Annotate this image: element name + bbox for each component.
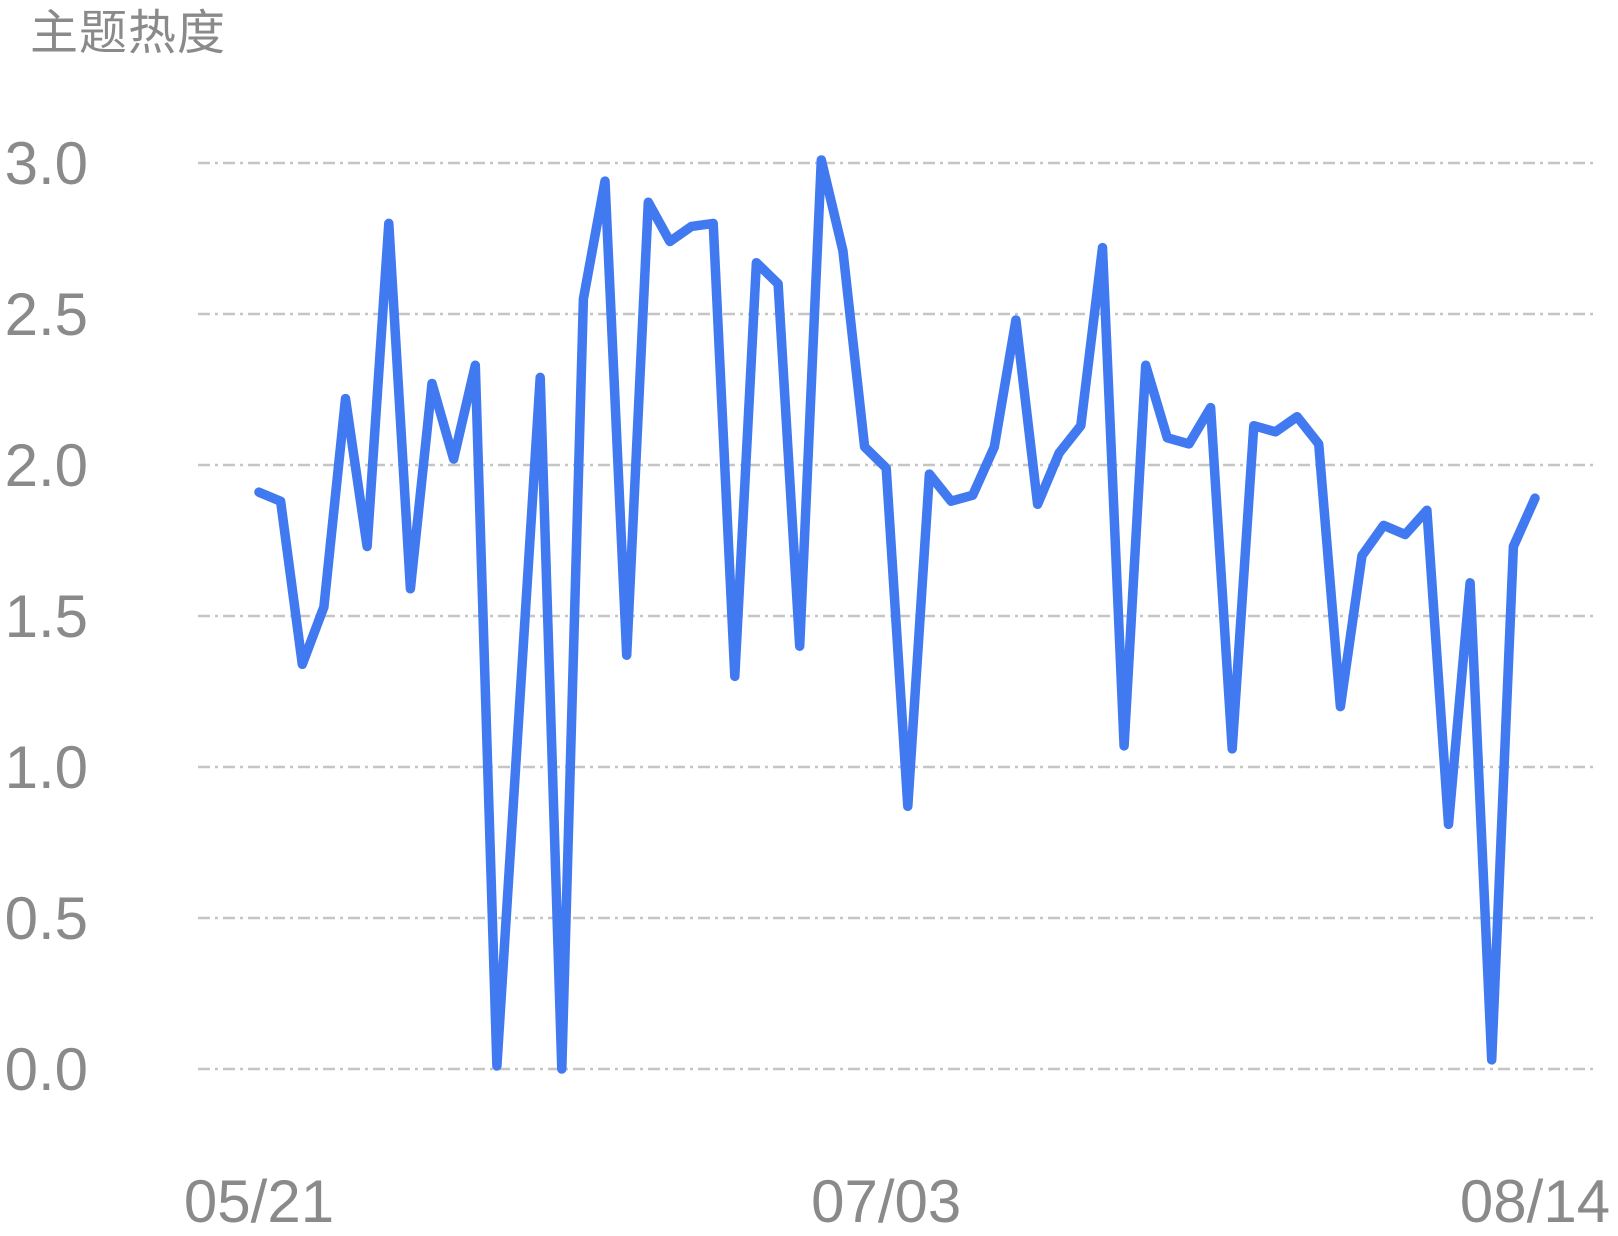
chart-title: 主题热度: [30, 7, 227, 60]
y-tick-label: 0.5: [5, 885, 88, 952]
y-tick-label: 3.0: [5, 130, 88, 197]
x-tick-label: 07/03: [811, 1168, 961, 1235]
x-tick-label: 05/21: [184, 1168, 334, 1235]
x-axis-labels: 05/21 07/03 08/14: [184, 1168, 1610, 1235]
y-tick-label: 2.5: [5, 281, 88, 348]
y-tick-label: 1.5: [5, 583, 88, 650]
y-tick-label: 0.0: [5, 1036, 88, 1103]
y-axis-labels: 3.0 2.5 2.0 1.5 1.0 0.5 0.0: [5, 130, 88, 1103]
x-tick-label: 08/14: [1460, 1168, 1610, 1235]
y-tick-label: 2.0: [5, 432, 88, 499]
series-line: [254, 155, 1540, 1074]
y-tick-label: 1.0: [5, 734, 88, 801]
